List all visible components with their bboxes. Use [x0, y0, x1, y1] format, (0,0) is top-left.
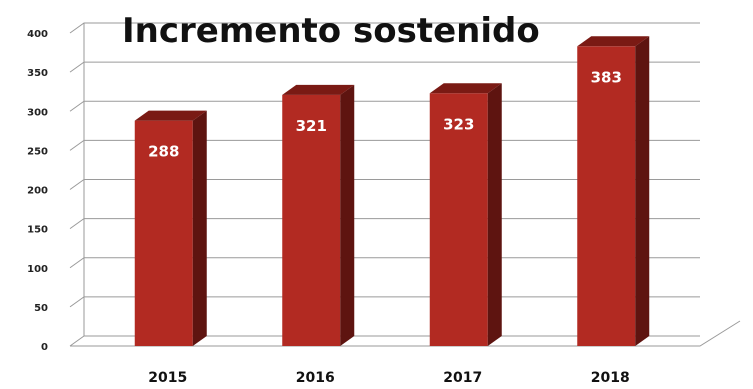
y-tick-label: 0 [41, 342, 48, 353]
y-tick-label: 150 [27, 225, 48, 236]
chart-title: Incremento sostenido [122, 11, 540, 51]
bars [134, 36, 650, 347]
y-tick-label: 350 [27, 68, 48, 79]
floor-line [70, 320, 741, 347]
y-tick-label: 200 [27, 186, 48, 197]
x-tick-label: 2018 [591, 370, 630, 386]
bar-2017 [429, 83, 502, 346]
y-axis-ticks: 0 50 100 150 200 250 300 350 400 [27, 29, 48, 353]
data-labels: 288 321 323 383 [148, 68, 622, 160]
gridlines [69, 22, 741, 347]
y-tick-label: 50 [34, 303, 48, 314]
x-tick-label: 2017 [443, 370, 482, 386]
data-label: 321 [296, 117, 327, 135]
x-tick-label: 2016 [296, 370, 335, 386]
bar-2015 [134, 110, 207, 346]
y-tick-label: 100 [27, 264, 48, 275]
x-axis-ticks: 2015 2016 2017 2018 [148, 370, 629, 386]
bar-2018 [577, 36, 650, 347]
data-label: 288 [148, 143, 179, 161]
y-tick-label: 250 [27, 146, 48, 157]
bar-2016 [282, 84, 355, 346]
x-tick-label: 2015 [148, 370, 187, 386]
data-label: 383 [591, 68, 622, 86]
y-tick-label: 400 [27, 29, 48, 40]
data-label: 323 [443, 115, 474, 133]
y-tick-label: 300 [27, 107, 48, 118]
